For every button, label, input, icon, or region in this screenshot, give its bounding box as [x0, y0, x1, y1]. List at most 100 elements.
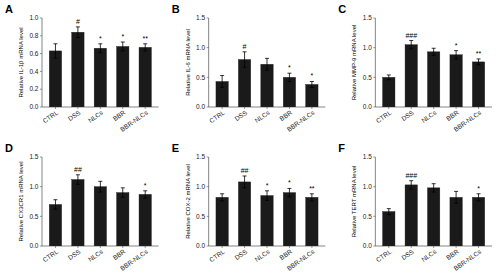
error-bar	[76, 175, 80, 184]
error-bar	[243, 52, 247, 67]
significance-marker: **	[142, 35, 148, 42]
error-bar	[220, 194, 224, 201]
error-bar	[98, 44, 102, 53]
panel: E##****0.00.51.01.5CTRLDSSNLCsBBRBBR-NLC…	[172, 142, 326, 272]
error-bar	[387, 209, 391, 215]
y-tick-label: 1.0	[196, 44, 205, 51]
background	[0, 0, 500, 278]
y-axis-label: Relative IL-1β mRNA level	[18, 27, 24, 97]
y-axis-label: Relative COX-2 mRNA level	[185, 164, 191, 239]
error-bar	[432, 48, 436, 55]
y-tick	[40, 246, 42, 247]
y-axis-line	[375, 18, 376, 107]
x-tick-label: DSS	[67, 247, 83, 261]
y-tick-label: 0.5	[363, 213, 372, 220]
significance-marker: ##	[74, 166, 82, 173]
x-tick-label: NLCs	[420, 108, 438, 123]
x-tick-label: BBR-NLCs	[286, 247, 317, 271]
y-tick	[207, 47, 209, 48]
y-tick-label: 1.0	[196, 183, 205, 190]
bar	[49, 204, 61, 246]
bar	[450, 55, 462, 107]
x-tick-label: BBR-NLCs	[452, 108, 483, 132]
significance-marker: *	[99, 35, 102, 42]
y-tick-label: 0.6	[29, 50, 38, 57]
error-bar	[409, 181, 413, 189]
error-bar	[477, 194, 481, 201]
y-tick-label: 1.0	[363, 183, 372, 190]
bar	[72, 180, 84, 246]
y-axis-line	[208, 18, 209, 107]
x-tick-label: DSS	[67, 108, 83, 122]
x-tick-label: DSS	[400, 108, 416, 122]
y-tick	[373, 157, 375, 158]
panel: B#**0.00.51.01.5CTRLDSSNLCsBBRBBR-NLCsRe…	[172, 3, 326, 133]
y-tick	[373, 77, 375, 78]
bar	[139, 194, 151, 246]
y-tick	[207, 186, 209, 187]
x-tick-label: BBR	[278, 109, 293, 123]
x-tick-label: NLCs	[87, 108, 105, 123]
significance-marker: ###	[405, 32, 417, 39]
bar	[383, 77, 395, 107]
x-tick-label: DSS	[400, 247, 416, 261]
bar	[450, 197, 462, 246]
bar	[49, 51, 61, 107]
y-axis-label: Relative CX3CR1 mRNA level	[18, 161, 24, 241]
x-tick-label: BBR	[445, 248, 460, 262]
y-tick-label: 0.4	[29, 68, 38, 75]
significance-marker: *	[144, 182, 147, 189]
y-tick-label: 0.0	[29, 242, 38, 249]
bar	[472, 197, 484, 246]
bar	[261, 196, 273, 246]
x-tick-label: BBR-NLCs	[452, 247, 483, 271]
y-tick	[40, 216, 42, 217]
bar	[283, 193, 295, 246]
y-tick-label: 1.0	[29, 14, 38, 21]
error-bar	[143, 44, 147, 51]
bar	[94, 48, 106, 107]
x-tick-label: DSS	[233, 247, 249, 261]
y-tick	[40, 157, 42, 158]
bar	[117, 46, 129, 107]
y-axis-label: Relative MMP-9 mRNA level	[351, 25, 357, 101]
y-tick	[373, 18, 375, 19]
significance-marker: *	[288, 64, 291, 71]
bar	[72, 32, 84, 107]
y-tick-label: 0.5	[363, 74, 372, 81]
y-tick	[40, 71, 42, 72]
bars	[49, 175, 151, 246]
bars	[216, 52, 318, 107]
significance-marker: *	[311, 72, 314, 79]
significance-marker: *	[266, 182, 269, 189]
error-bar	[409, 41, 413, 49]
y-tick-label: 0.5	[196, 74, 205, 81]
y-tick	[207, 216, 209, 217]
x-tick-label: BBR	[112, 109, 127, 123]
y-tick	[40, 18, 42, 19]
bar	[261, 64, 273, 107]
significance-marker: *	[288, 179, 291, 186]
x-tick-label: CTRL	[41, 248, 59, 264]
y-tick-label: 1.5	[196, 14, 205, 21]
figure: A#****0.00.20.40.60.81.0CTRLDSSNLCsBBRBB…	[0, 0, 500, 278]
error-bar	[310, 194, 314, 201]
error-bar	[454, 51, 458, 59]
x-tick-label: NLCs	[420, 247, 438, 262]
y-tick-label: 0.5	[196, 213, 205, 220]
significance-marker: *	[121, 33, 124, 40]
bar	[383, 212, 395, 246]
bar	[427, 188, 439, 246]
panel-label: F	[338, 142, 345, 154]
y-axis-line	[42, 18, 43, 107]
panel: C###***0.00.51.01.5CTRLDSSNLCsBBRBBR-NLC…	[338, 3, 492, 133]
bars	[216, 176, 318, 246]
y-tick-label: 0.0	[363, 242, 372, 249]
error-bar	[287, 73, 291, 81]
x-tick-label: CTRL	[208, 248, 226, 264]
y-tick	[207, 246, 209, 247]
bar	[427, 52, 439, 107]
y-tick	[207, 18, 209, 19]
y-tick	[207, 77, 209, 78]
y-tick-label: 1.5	[363, 14, 372, 21]
